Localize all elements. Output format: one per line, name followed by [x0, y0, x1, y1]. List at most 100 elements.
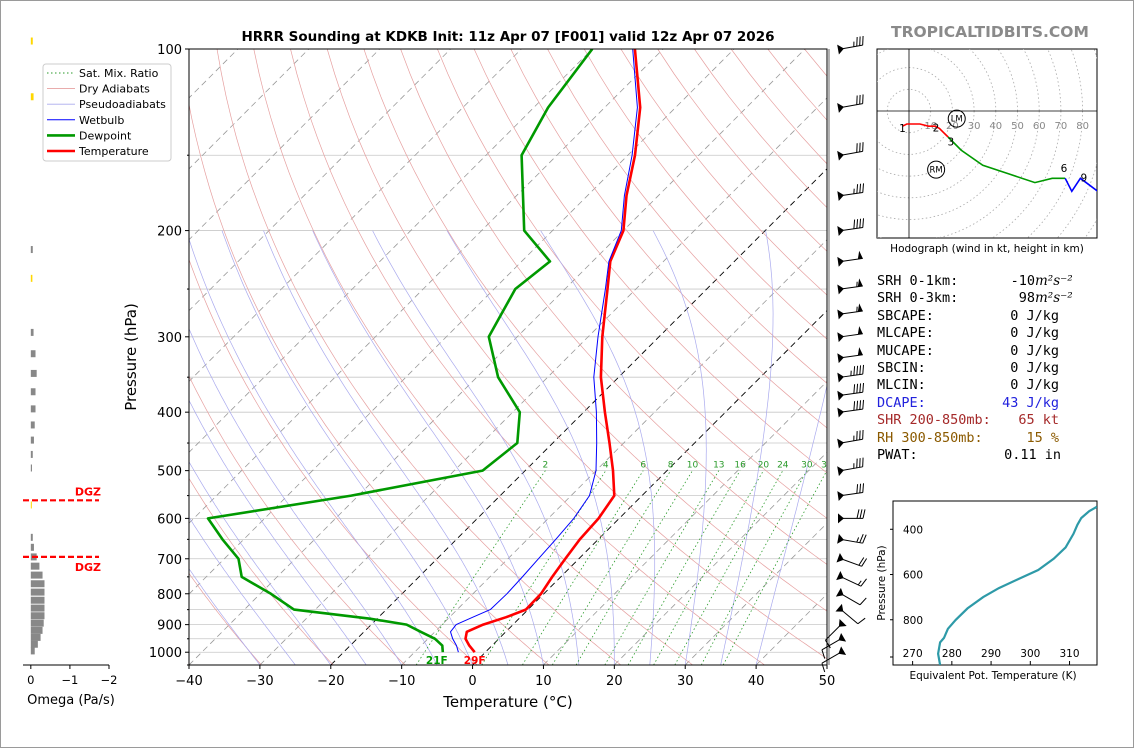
omega-bar: [30, 37, 33, 45]
hodograph-ring-label: 50: [1011, 121, 1024, 132]
isotherm-line: [189, 49, 451, 312]
pseudoadiabat: [189, 516, 296, 665]
theta-e-x-tick-label: 310: [1060, 648, 1080, 660]
stat-row: MLCAPE: 0 J/kg: [877, 325, 1097, 342]
stat-label: SBCIN:: [877, 359, 926, 376]
dry-adiabat: [216, 49, 622, 665]
mixing-ratio-line: [722, 470, 827, 665]
hodograph-height-label: 2: [933, 122, 940, 134]
dry-adiabat: [189, 258, 478, 665]
x-tick-label: −10: [388, 674, 415, 689]
wind-barb: [837, 429, 864, 449]
legend-label: Temperature: [78, 145, 149, 158]
isotherm-line: [684, 522, 827, 665]
hodograph-ring-label: 30: [968, 121, 981, 132]
omega-bar: [30, 619, 44, 627]
y-tick-label: 800: [157, 588, 182, 603]
stat-row: RH 300-850mb: 15 %: [877, 430, 1097, 447]
omega-bar: [30, 596, 45, 604]
wind-barb: [837, 142, 864, 161]
omega-bar: [30, 274, 33, 282]
omega-bar: [30, 450, 33, 458]
stat-row: SRH 0-1km: -10 m²s⁻²: [877, 273, 1097, 290]
wind-barb: [837, 533, 867, 544]
dry-adiabat: [189, 572, 262, 665]
omega-bar: [30, 350, 36, 358]
theta-e-y-tick-label: 800: [903, 615, 923, 627]
isotherm-line: [1, 49, 25, 665]
omega-bar: [30, 626, 43, 634]
storm-motion-label: RM: [930, 166, 943, 176]
y-axis-label: Pressure (hPa): [122, 303, 140, 411]
hodograph-ring-label: 40: [989, 121, 1002, 132]
pseudoadiabat: [189, 238, 438, 665]
dgz-label-top: DGZ: [75, 485, 101, 498]
theta-e-line: [936, 505, 1097, 665]
omega-tick-label: −2: [101, 673, 118, 687]
omega-bar: [30, 543, 34, 551]
wind-barb: [837, 94, 864, 113]
isotherm-line: [401, 239, 827, 665]
legend-label: Pseudoadiabats: [79, 98, 166, 111]
hodograph-ring-label: 70: [1055, 121, 1068, 132]
wind-barb: [837, 326, 863, 343]
omega-bar: [30, 571, 43, 579]
wind-barb: [835, 603, 866, 625]
hodograph-ring-label: 20: [946, 121, 959, 132]
wind-barb: [836, 571, 867, 587]
omega-bar: [30, 647, 35, 655]
surface-temperature-label: 29F: [464, 655, 486, 667]
stat-label: MUCAPE:: [877, 342, 934, 359]
x-tick-label: 50: [819, 674, 836, 689]
wind-barb: [837, 483, 865, 501]
stat-value: 0 J/kg: [1010, 342, 1059, 359]
mixing-ratio-line: [700, 470, 808, 665]
theta-e-x-tick-label: 270: [903, 648, 923, 660]
wind-barb: [837, 303, 863, 320]
isotherm-line: [614, 451, 827, 665]
wind-barb: [837, 347, 863, 364]
wind-barb: [836, 553, 868, 567]
wind-barb: [837, 382, 865, 401]
pseudoadiabat: [446, 230, 615, 665]
isotherm-line: [189, 49, 380, 241]
dry-adiabat: [437, 49, 827, 519]
storm-motion-label: LM: [951, 115, 963, 125]
stats-panel: SRH 0-1km: -10 m²s⁻² SRH 0-3km: 98 m²s⁻² SBCAP…: [877, 273, 1097, 464]
mixing-ratio-line: [653, 470, 764, 665]
wind-barb: [837, 183, 865, 201]
stat-unit: m²s⁻²: [1035, 273, 1073, 289]
omega-bar: [30, 533, 33, 541]
stat-row: DCAPE: 43 J/kg: [877, 395, 1097, 412]
theta-e-x-tick-label: 300: [1020, 648, 1040, 660]
stat-row: MLCIN: 0 J/kg: [877, 377, 1097, 394]
dry-adiabat: [583, 49, 827, 340]
stat-label: MLCIN:: [877, 377, 926, 394]
storm-motion-marker: [927, 160, 946, 179]
x-tick-label: 20: [606, 674, 623, 689]
isotherm-line: [189, 49, 664, 524]
omega-bar: [30, 464, 32, 472]
omega-bar: [30, 612, 45, 620]
stat-label: SBCAPE:: [877, 307, 934, 324]
surface-dewpoint-label: 21F: [426, 655, 448, 667]
y-tick-label: 300: [157, 331, 182, 346]
stat-row: SBCAPE: 0 J/kg: [877, 308, 1097, 325]
isotherm-line: [189, 49, 522, 382]
hodograph-frame: [876, 48, 1098, 239]
pseudoadiabat: [540, 230, 656, 665]
legend-label: Dewpoint: [79, 129, 132, 142]
pseudoadiabat: [652, 230, 707, 665]
storm-motion-marker: [947, 109, 966, 128]
stat-label: SHR 200-850mb:: [877, 412, 991, 429]
theta-e-y-tick-label: 600: [903, 570, 923, 582]
x-tick-label: 0: [468, 674, 476, 689]
dry-adiabat: [290, 49, 765, 665]
x-tick-label: 40: [748, 674, 765, 689]
skew-t-frame: [188, 48, 828, 666]
stat-label: SRH 0-1km:: [877, 273, 959, 289]
omega-tick-label: −1: [61, 673, 78, 687]
stat-value: 0 J/kg: [1010, 307, 1059, 324]
theta-e-x-tick-label: 290: [981, 648, 1001, 660]
